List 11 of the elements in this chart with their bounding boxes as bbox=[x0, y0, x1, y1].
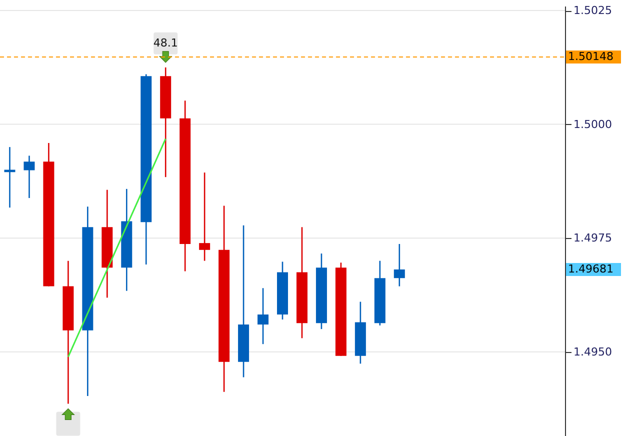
y-tick-label: 1.5000 bbox=[574, 118, 612, 131]
candlestick bbox=[24, 155, 35, 199]
y-tick-label: 1.4950 bbox=[574, 345, 612, 358]
ref-line-label: 1.50148 bbox=[568, 50, 614, 63]
candlestick bbox=[199, 172, 210, 262]
annotation: 48.1 bbox=[153, 36, 178, 50]
y-tick-label: 1.5025 bbox=[574, 4, 612, 18]
candlestick bbox=[258, 287, 269, 345]
ref-line-label: 1.49681 bbox=[568, 262, 614, 276]
y-tick-label: 1.4975 bbox=[574, 232, 612, 245]
candlestick bbox=[394, 243, 405, 287]
